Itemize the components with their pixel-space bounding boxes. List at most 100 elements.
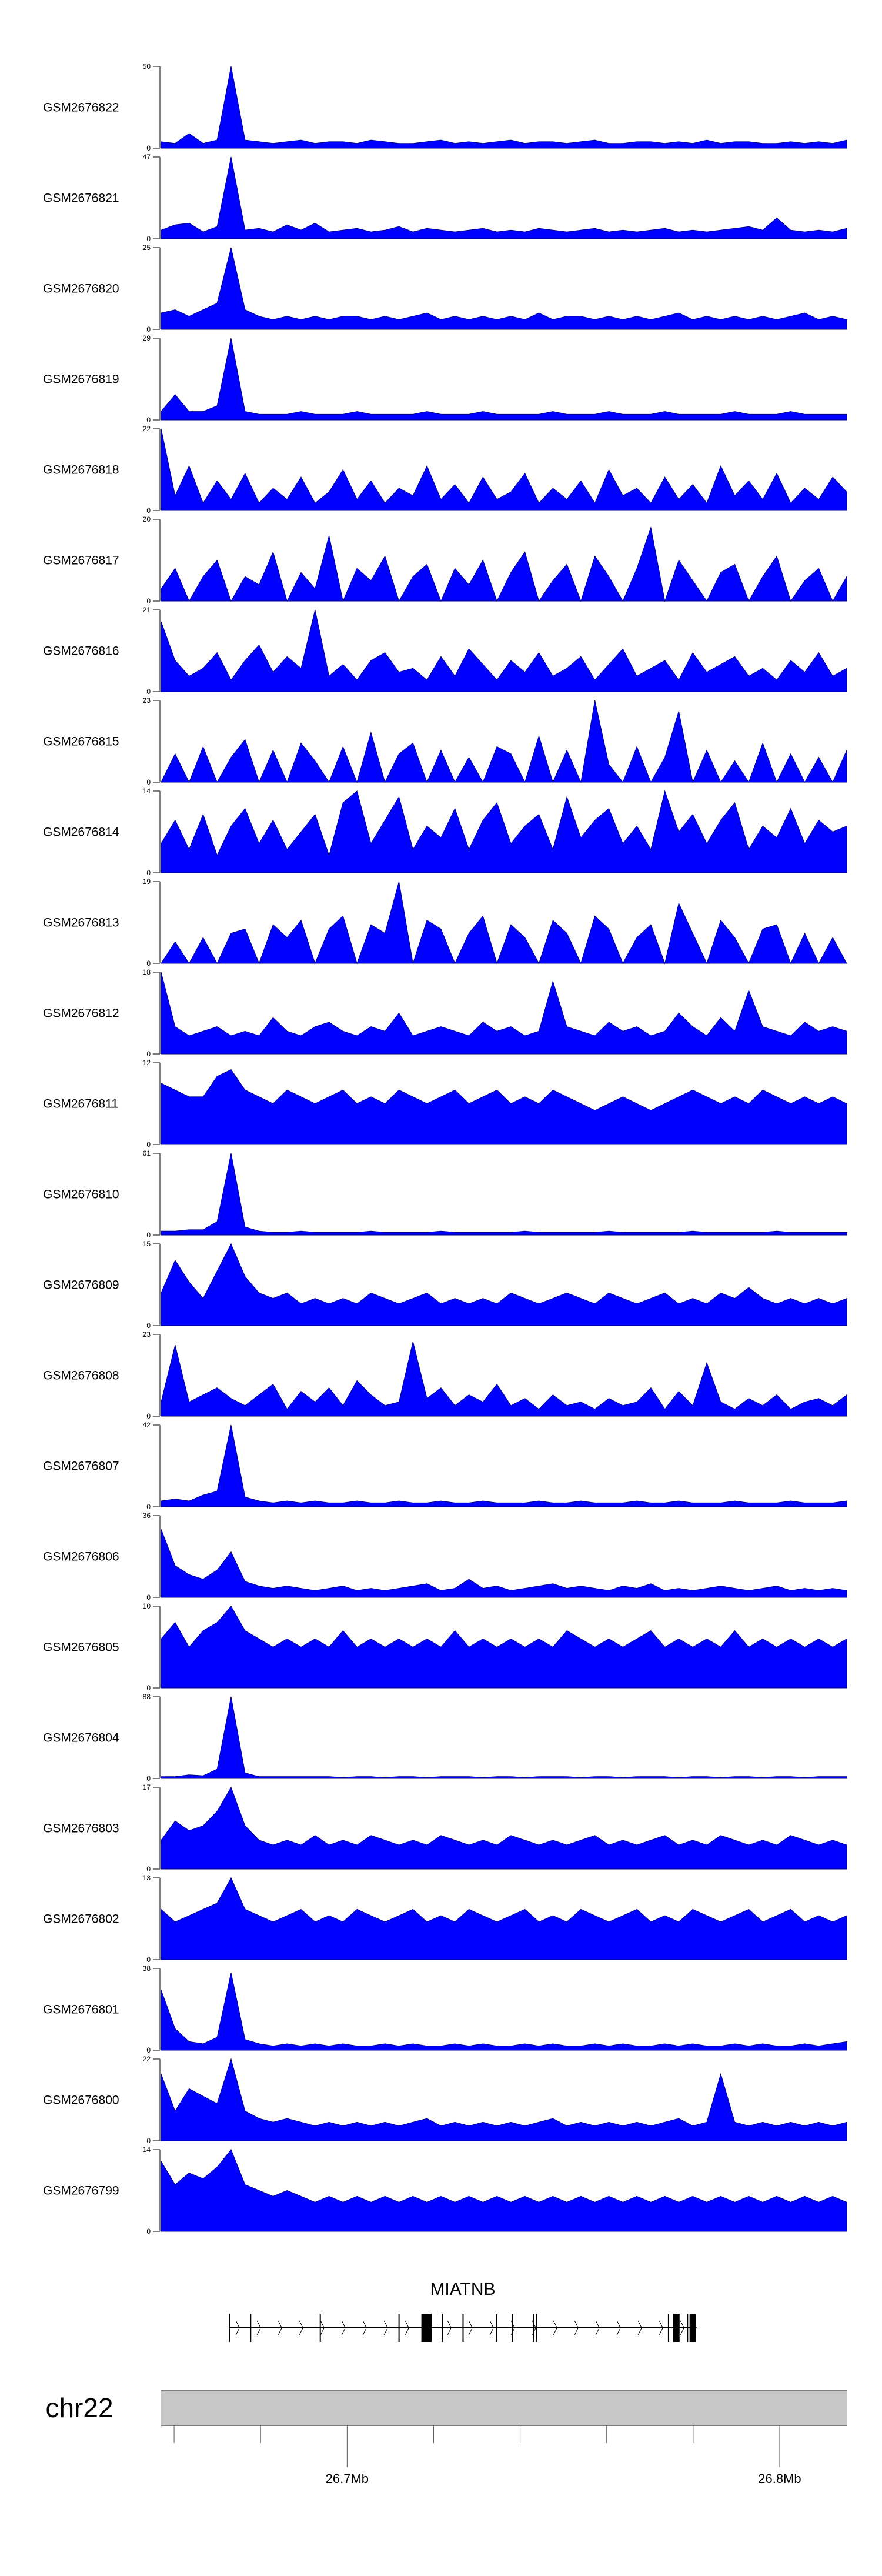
y-tick-label-zero: 0 (146, 506, 151, 515)
strand-arrow-icon (447, 2320, 452, 2335)
gene-exon (398, 2314, 400, 2342)
track-GSM2676809: GSM2676809 15 0 (43, 1240, 847, 1330)
strand-arrow-icon (362, 2320, 367, 2335)
y-tick-label-zero: 0 (146, 778, 151, 786)
coverage-area (161, 2149, 847, 2232)
gene-exon (689, 2314, 696, 2342)
strand-arrow-icon (595, 2320, 600, 2335)
track-GSM2676819: GSM2676819 29 0 (43, 334, 847, 424)
coverage-area (161, 338, 847, 421)
track-GSM2676821: GSM2676821 47 0 (43, 153, 847, 243)
y-tick-label-zero: 0 (146, 1322, 151, 1330)
strand-arrow-icon (299, 2320, 303, 2335)
track-GSM2676805: GSM2676805 10 0 (43, 1602, 847, 1692)
track-GSM2676811: GSM2676811 12 0 (43, 1059, 847, 1149)
y-tick-label-zero: 0 (146, 325, 151, 333)
track-GSM2676816: GSM2676816 21 0 (43, 606, 847, 696)
y-tick-label-zero: 0 (146, 597, 151, 605)
y-tick-label-max: 20 (143, 515, 151, 523)
y-tick-label-zero: 0 (146, 2227, 151, 2235)
y-tick-label-max: 23 (143, 696, 151, 705)
track-label: GSM2676814 (43, 826, 119, 839)
y-tick-label-max: 19 (143, 877, 151, 886)
y-tick-label-zero: 0 (146, 869, 151, 877)
strand-arrow-icon (256, 2320, 261, 2335)
x-tick-label: 26.7Mb (326, 2471, 369, 2486)
coverage-area (161, 1424, 847, 1507)
track-GSM2676820: GSM2676820 25 0 (43, 243, 847, 333)
track-GSM2676810: GSM2676810 61 0 (43, 1149, 847, 1239)
gene-exon (673, 2314, 680, 2342)
y-tick-label-max: 50 (143, 62, 151, 71)
track-label: GSM2676813 (43, 916, 119, 930)
y-tick-label-max: 61 (143, 1149, 151, 1157)
coverage-area (161, 1877, 847, 1960)
gene-exon (319, 2314, 321, 2342)
track-label: GSM2676820 (43, 282, 119, 296)
track-label: GSM2676819 (43, 373, 119, 386)
gene-exon (687, 2314, 689, 2342)
coverage-area (161, 1069, 847, 1145)
strand-arrow-icon (637, 2320, 642, 2335)
chromosome-label: chr22 (45, 2393, 113, 2423)
strand-arrow-icon (553, 2320, 557, 2335)
coverage-area (161, 2058, 847, 2141)
gene-exon (512, 2314, 513, 2342)
y-tick-label-zero: 0 (146, 1503, 151, 1511)
track-GSM2676822: GSM2676822 50 0 (43, 62, 847, 152)
coverage-area (161, 1606, 847, 1689)
track-label: GSM2676809 (43, 1279, 119, 1292)
track-GSM2676812: GSM2676812 18 0 (43, 968, 847, 1058)
track-label: GSM2676808 (43, 1369, 119, 1383)
coverage-area (161, 526, 847, 602)
track-GSM2676800: GSM2676800 22 0 (43, 2055, 847, 2145)
strand-arrow-icon (235, 2320, 240, 2335)
y-tick-label-max: 88 (143, 1693, 151, 1701)
chromosome-axis: chr22 26.7Mb 26.8Mb (45, 2390, 847, 2486)
y-tick-label-zero: 0 (146, 1140, 151, 1149)
y-tick-label-max: 42 (143, 1421, 151, 1429)
coverage-area (161, 1696, 847, 1779)
track-GSM2676818: GSM2676818 22 0 (43, 425, 847, 515)
coverage-area (161, 790, 847, 873)
track-label: GSM2676801 (43, 2003, 119, 2017)
track-label: GSM2676810 (43, 1188, 119, 1202)
coverage-area (161, 156, 847, 239)
y-tick-label-max: 17 (143, 1783, 151, 1791)
gene-exon (496, 2314, 497, 2342)
y-tick-label-max: 36 (143, 1511, 151, 1520)
coverage-area (161, 609, 847, 692)
y-tick-label-zero: 0 (146, 1774, 151, 1783)
y-tick-label-max: 23 (143, 1330, 151, 1339)
y-tick-label-zero: 0 (146, 2046, 151, 2054)
y-tick-label-max: 15 (143, 1240, 151, 1248)
gene-track: MIATNB (229, 2280, 697, 2342)
track-label: GSM2676815 (43, 735, 119, 749)
x-tick-label: 26.8Mb (758, 2471, 801, 2486)
track-label: GSM2676806 (43, 1550, 119, 1564)
y-tick-label-zero: 0 (146, 144, 151, 152)
y-tick-label-max: 22 (143, 425, 151, 433)
track-GSM2676815: GSM2676815 23 0 (43, 696, 847, 786)
y-tick-label-zero: 0 (146, 416, 151, 424)
chromosome-bar (161, 2391, 847, 2425)
y-tick-label-max: 14 (143, 787, 151, 795)
strand-arrow-icon (616, 2320, 621, 2335)
track-GSM2676804: GSM2676804 88 0 (43, 1693, 847, 1783)
track-label: GSM2676805 (43, 1641, 119, 1654)
strand-arrow-icon (489, 2320, 494, 2335)
coverage-area (161, 1341, 847, 1417)
y-tick-label-zero: 0 (146, 1956, 151, 1964)
coverage-area (161, 66, 847, 149)
y-tick-label-zero: 0 (146, 1684, 151, 1692)
gene-name-label: MIATNB (430, 2280, 495, 2299)
track-GSM2676817: GSM2676817 20 0 (43, 515, 847, 605)
track-label: GSM2676816 (43, 645, 119, 658)
coverage-area (161, 1529, 847, 1598)
coverage-area (161, 247, 847, 330)
y-tick-label-zero: 0 (146, 1412, 151, 1420)
track-label: GSM2676812 (43, 1007, 119, 1020)
strand-arrow-icon (383, 2320, 388, 2335)
y-tick-label-zero: 0 (146, 2137, 151, 2145)
strand-arrow-icon (278, 2320, 282, 2335)
